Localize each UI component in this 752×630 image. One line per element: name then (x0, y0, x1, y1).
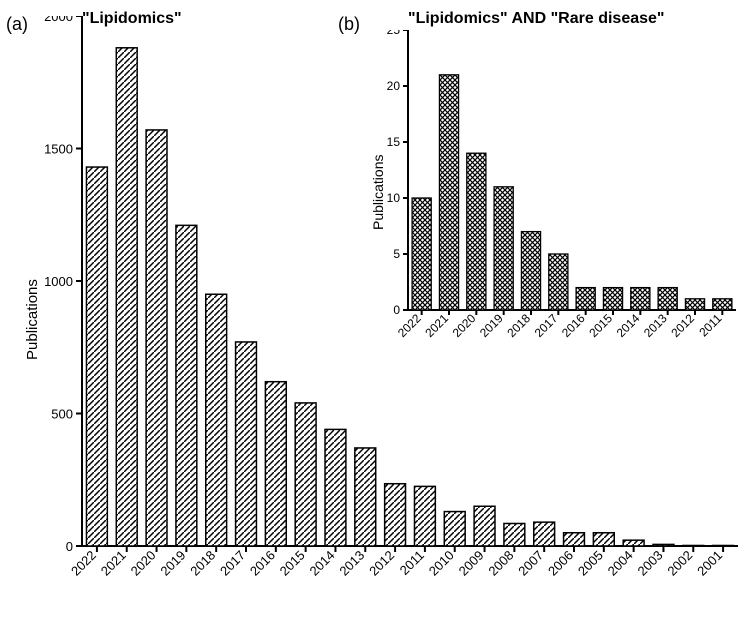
svg-text:2020: 2020 (128, 548, 159, 579)
svg-text:2001: 2001 (694, 548, 725, 579)
chart-b-bar (576, 288, 595, 310)
svg-text:2012: 2012 (366, 548, 397, 579)
chart-a-bar (295, 403, 316, 546)
chart-b-bar (658, 288, 677, 310)
svg-text:2018: 2018 (187, 548, 218, 579)
svg-text:15: 15 (387, 135, 401, 149)
chart-a-bar (176, 225, 197, 546)
chart-b-bar (412, 198, 431, 310)
svg-text:2017: 2017 (217, 548, 248, 579)
chart-a-bar (325, 429, 346, 546)
svg-text:2008: 2008 (485, 548, 516, 579)
svg-text:2002: 2002 (664, 548, 695, 579)
chart-b-bar (494, 187, 513, 310)
svg-text:2011: 2011 (397, 548, 427, 578)
svg-text:2016: 2016 (559, 311, 588, 340)
chart-a-bar (653, 544, 674, 546)
svg-text:25: 25 (387, 30, 401, 37)
chart-a-ylabel: Publications (24, 279, 41, 360)
chart-b-bar (549, 254, 568, 310)
chart-a-bar (265, 382, 286, 546)
chart-b-bar (439, 75, 458, 310)
svg-text:2016: 2016 (247, 548, 278, 579)
svg-text:2013: 2013 (641, 311, 670, 340)
chart-b-bar (631, 288, 650, 310)
chart-a-bar (116, 48, 137, 546)
chart-b-bar (521, 232, 540, 310)
chart-a-bar (444, 512, 465, 546)
chart-b-bar (467, 153, 486, 310)
panel-b-label: (b) (338, 14, 360, 35)
svg-text:2021: 2021 (422, 311, 451, 340)
svg-text:2018: 2018 (504, 311, 533, 340)
chart-a-bar (534, 522, 555, 546)
chart-b-title: "Lipidomics" AND "Rare disease" (408, 10, 665, 28)
chart-a-bar (86, 167, 107, 546)
chart-b-bar (713, 299, 732, 310)
svg-text:2015: 2015 (586, 311, 615, 340)
svg-text:2007: 2007 (515, 548, 546, 579)
svg-text:2019: 2019 (477, 311, 506, 340)
svg-text:1000: 1000 (44, 274, 73, 289)
svg-text:2020: 2020 (450, 311, 479, 340)
chart-b-bar (685, 299, 704, 310)
chart-a-bar (414, 486, 435, 546)
chart-a-bar (683, 545, 704, 546)
chart-a-bar (504, 523, 525, 546)
svg-text:2010: 2010 (426, 548, 457, 579)
svg-text:20: 20 (387, 79, 401, 93)
svg-text:2015: 2015 (277, 548, 308, 579)
chart-b: 0510152025202220212020201920182017201620… (380, 30, 740, 370)
svg-text:2005: 2005 (575, 548, 606, 579)
chart-a-bar (713, 545, 734, 546)
svg-text:2013: 2013 (336, 548, 367, 579)
svg-text:2014: 2014 (307, 548, 338, 579)
svg-text:2011: 2011 (696, 311, 724, 339)
svg-text:2004: 2004 (605, 548, 636, 579)
chart-a-bar (236, 342, 257, 546)
svg-text:2014: 2014 (614, 311, 643, 340)
chart-a-bar (146, 130, 167, 546)
chart-a-bar (564, 533, 585, 546)
chart-a-bar (385, 484, 406, 546)
svg-text:0: 0 (393, 303, 400, 317)
svg-text:2006: 2006 (545, 548, 576, 579)
svg-text:1500: 1500 (44, 142, 73, 157)
svg-text:10: 10 (387, 191, 401, 205)
chart-a-bar (593, 533, 614, 546)
svg-text:5: 5 (393, 247, 400, 261)
svg-text:500: 500 (51, 407, 73, 422)
svg-text:2009: 2009 (456, 548, 487, 579)
svg-text:2019: 2019 (157, 548, 188, 579)
chart-a-bar (474, 506, 495, 546)
svg-text:2012: 2012 (668, 311, 697, 340)
svg-text:2003: 2003 (635, 548, 666, 579)
svg-text:2017: 2017 (532, 311, 561, 340)
svg-text:2000: 2000 (44, 16, 73, 24)
chart-a-bar (206, 294, 227, 546)
panel-a-label: (a) (6, 14, 28, 35)
figure: (a) "Lipidomics" Publications 0500100015… (0, 0, 752, 630)
chart-a-bar (355, 448, 376, 546)
svg-text:2021: 2021 (98, 548, 129, 579)
chart-a-bar (623, 540, 644, 546)
svg-text:0: 0 (66, 539, 73, 554)
chart-b-bar (603, 288, 622, 310)
